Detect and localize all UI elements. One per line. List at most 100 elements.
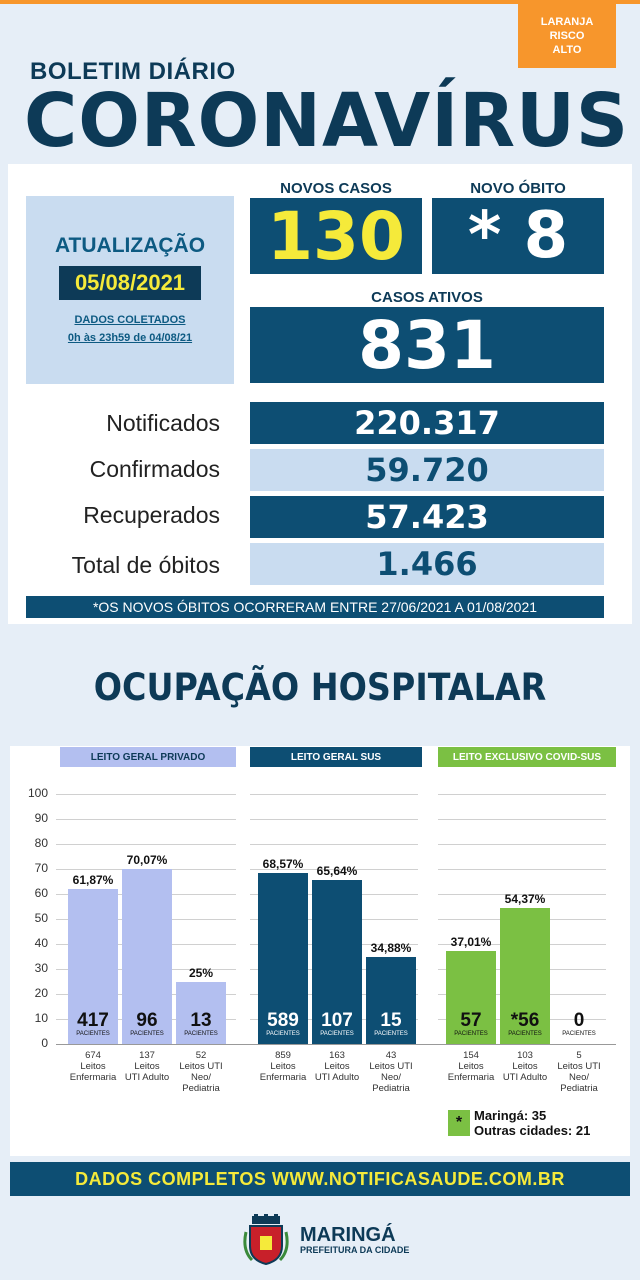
bed-capacity-label: 163 Leitos UTI Adulto [308, 1050, 366, 1083]
footer-link-bar[interactable]: DADOS COMPLETOS WWW.NOTIFICASAUDE.COM.BR [10, 1162, 630, 1196]
legend-star-icon: * [448, 1110, 470, 1136]
top-accent-line [0, 0, 640, 4]
new-death-value: * 8 [432, 198, 604, 274]
bar-percent-label: 54,37% [504, 892, 546, 907]
bed-capacity-line: 137 [139, 1050, 155, 1061]
category-header: LEITO EXCLUSIVO COVID-SUS [438, 747, 616, 767]
bed-capacity-line: 154 [463, 1050, 479, 1061]
bar-percent-label: 37,01% [450, 935, 492, 950]
recovered-value: 57.423 [250, 496, 604, 538]
bed-capacity-line: Leitos UTI [179, 1061, 223, 1072]
bar-percent-label: 34,88% [370, 940, 412, 955]
gridline [56, 819, 236, 820]
bed-capacity-line: 103 [517, 1050, 533, 1061]
y-tick-label: 50 [34, 911, 48, 925]
bed-capacity-line: UTI Adulto [502, 1072, 548, 1083]
legend-maringa: Maringá: 35 [474, 1108, 547, 1123]
bar-patients-label: PACIENTES [130, 1031, 164, 1037]
notified-label: Notificados [106, 410, 220, 436]
bar-patients-value: 107 [321, 1010, 353, 1031]
bed-capacity-line: Leitos [80, 1061, 106, 1072]
new-cases-value: 130 [250, 198, 422, 275]
chart-bar [500, 908, 550, 1044]
bar-patients-value: 96 [136, 1010, 158, 1031]
chart-bar [366, 956, 416, 1044]
bar-percent-label: 25% [188, 965, 214, 980]
y-tick-label: 0 [41, 1036, 48, 1050]
risk-badge-line1: LARANJA [540, 16, 594, 28]
bar-patients-value: 57 [460, 1010, 482, 1031]
bar-patients-label: PACIENTES [508, 1031, 542, 1037]
bed-capacity-line: Leitos [458, 1061, 484, 1072]
bar-patients-label: PACIENTES [374, 1031, 408, 1037]
bed-capacity-line: 163 [329, 1050, 345, 1061]
gridline [438, 844, 606, 845]
chart-bar [68, 889, 118, 1044]
bar-patients-label: PACIENTES [184, 1031, 218, 1037]
y-tick-label: 100 [27, 786, 48, 800]
confirmed-value: 59.720 [250, 449, 604, 491]
bed-capacity-line: Pediatria [372, 1083, 410, 1094]
category-header: LEITO GERAL SUS [250, 747, 422, 767]
bar-patients-label: PACIENTES [562, 1031, 596, 1037]
chart-bar [176, 981, 226, 1044]
city-crest-icon [243, 1214, 289, 1266]
update-note-period: 0h às 23h59 de 04/08/21 [67, 332, 193, 344]
bar-patients-value: 589 [267, 1010, 299, 1031]
bed-capacity-label: 154 Leitos Enfermaria [442, 1050, 500, 1083]
bed-capacity-line: Leitos [324, 1061, 350, 1072]
bar-patients-label: PACIENTES [76, 1031, 110, 1037]
update-title: ATUALIZAÇÃO [54, 234, 206, 257]
bar-percent-label: 61,87% [72, 873, 114, 888]
page-title: CORONAVÍRUS [24, 78, 630, 164]
bed-capacity-label: 103 Leitos UTI Adulto [496, 1050, 554, 1083]
confirmed-label: Confirmados [89, 456, 220, 482]
bed-capacity-line: UTI Adulto [124, 1072, 170, 1083]
bar-patients-value: *56 [510, 1010, 540, 1031]
bed-capacity-line: Leitos [134, 1061, 160, 1072]
y-tick-label: 80 [34, 836, 48, 850]
y-tick-label: 10 [34, 1011, 48, 1025]
y-tick-label: 60 [34, 886, 48, 900]
bed-capacity-line: 859 [275, 1050, 291, 1061]
active-cases-label: CASOS ATIVOS [371, 289, 483, 306]
recovered-label: Recuperados [83, 502, 220, 528]
bar-patients-value: 417 [77, 1010, 109, 1031]
notified-value: 220.317 [250, 402, 604, 444]
bed-capacity-label: 52 Leitos UTI Neo/Pediatria [172, 1050, 230, 1094]
risk-level-badge: LARANJA RISCO ALTO [518, 4, 616, 68]
chart-bar [312, 879, 362, 1044]
y-tick-label: 70 [34, 861, 48, 875]
bed-capacity-line: Pediatria [182, 1083, 220, 1094]
bed-capacity-line: Neo/ [568, 1072, 590, 1083]
bar-patients-label: PACIENTES [320, 1031, 354, 1037]
bar-patients-value: 13 [190, 1010, 212, 1031]
chart-bar [446, 951, 496, 1044]
bar-patients-label: PACIENTES [454, 1031, 488, 1037]
bar-percent-label: 68,57% [262, 856, 304, 871]
bed-capacity-line: Leitos UTI [369, 1061, 413, 1072]
hospital-section-title: OCUPAÇÃO HOSPITALAR [93, 666, 547, 709]
gridline [438, 869, 606, 870]
update-date: 05/08/2021 [58, 266, 202, 300]
bar-percent-label: 70,07% [126, 852, 168, 867]
gridline [250, 794, 418, 795]
gridline [250, 844, 418, 845]
total-deaths-value: 1.466 [250, 543, 604, 585]
deaths-footnote: *OS NOVOS ÓBITOS OCORRERAM ENTRE 27/06/2… [26, 596, 604, 618]
update-note-collected: DADOS COLETADOS [74, 314, 186, 326]
bulletin-label: BOLETIM DIÁRIO [30, 58, 236, 85]
bed-capacity-line: Pediatria [560, 1083, 598, 1094]
update-box: ATUALIZAÇÃO 05/08/2021 DADOS COLETADOS 0… [26, 196, 234, 384]
bar-patients-label: PACIENTES [266, 1031, 300, 1037]
city-name: MARINGÁ [300, 1224, 396, 1246]
chart-baseline [56, 1044, 616, 1045]
bar-patients-value: 15 [380, 1010, 402, 1031]
gridline [438, 794, 606, 795]
gridline [250, 869, 418, 870]
gridline [56, 794, 236, 795]
gridline [250, 819, 418, 820]
bed-capacity-label: 674 Leitos Enfermaria [64, 1050, 122, 1083]
bed-capacity-line: Enfermaria [447, 1072, 495, 1083]
y-tick-label: 40 [34, 936, 48, 950]
